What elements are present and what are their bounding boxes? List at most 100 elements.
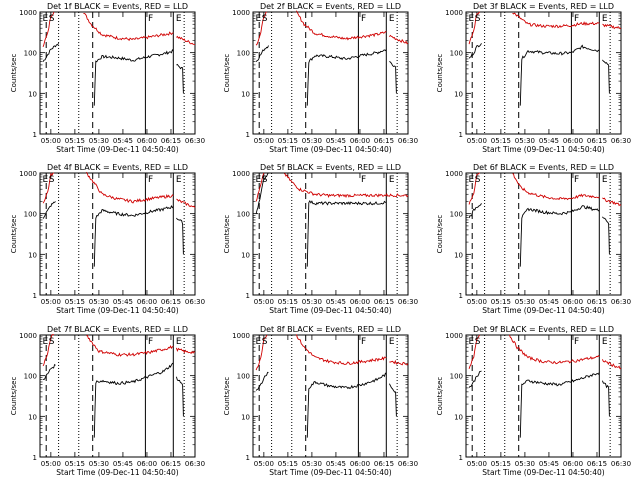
x-tick-label: 05:30	[89, 298, 109, 306]
marker-label-s: S	[262, 175, 268, 185]
y-axis-label: Counts/sec	[223, 377, 231, 416]
x-tick-label: 05:45	[113, 137, 133, 145]
series-events-line	[468, 43, 482, 59]
plot-frame	[252, 172, 409, 296]
marker-label-e: E	[176, 175, 182, 185]
y-tick-label: 1	[33, 292, 37, 300]
marker-label-e: E	[602, 337, 608, 347]
series-lld-line	[295, 334, 387, 365]
x-tick-label: 06:00	[563, 298, 583, 306]
series-events-line	[306, 199, 387, 267]
y-tick-label: 1	[459, 292, 463, 300]
x-tick-label: 06:30	[398, 298, 418, 306]
y-tick-label: 100	[237, 211, 250, 219]
x-tick-label: 06:30	[185, 460, 205, 468]
x-tick-label: 05:45	[113, 298, 133, 306]
series-lld-line	[284, 173, 409, 198]
y-tick-label: 1000	[19, 9, 37, 17]
marker-label-e: E	[469, 337, 475, 347]
series-lld-line	[296, 10, 387, 41]
series-events-line	[255, 371, 269, 391]
y-tick-label: 1000	[232, 9, 250, 17]
x-tick-label: 06:15	[374, 460, 394, 468]
panel-3: Det 3f BLACK = Events, RED = LLD 1 10 100 10…	[436, 2, 631, 154]
marker-label-f: F	[148, 14, 153, 24]
panel-title: Det 9f BLACK = Events, RED = LLD	[473, 325, 614, 334]
series-events-line	[602, 216, 610, 255]
x-tick-label: 06:30	[611, 137, 631, 145]
x-tick-label: 06:00	[137, 137, 157, 145]
series-events-line	[306, 372, 387, 438]
x-tick-label: 05:30	[89, 137, 109, 145]
x-axis-label: Start Time (09-Dec-11 04:50:40)	[269, 145, 391, 154]
x-axis-label: Start Time (09-Dec-11 04:50:40)	[482, 145, 604, 154]
x-tick-label: 06:30	[398, 460, 418, 468]
x-tick-label: 06:30	[185, 298, 205, 306]
series-lld-line	[468, 172, 481, 205]
y-tick-label: 1	[246, 131, 250, 139]
x-tick-label: 05:00	[254, 460, 274, 468]
marker-label-s: S	[49, 14, 55, 24]
series-events-line	[93, 48, 174, 106]
x-tick-label: 05:45	[326, 298, 346, 306]
marker-label-e: E	[469, 14, 475, 24]
series-lld-line	[389, 34, 409, 45]
y-tick-label: 1000	[232, 170, 250, 178]
panel-1: Det 1f BLACK = Events, RED = LLD 1 10 100 10…	[10, 2, 205, 154]
x-tick-label: 05:15	[491, 460, 511, 468]
x-axis-label: Start Time (09-Dec-11 04:50:40)	[269, 468, 391, 477]
y-tick-label: 1000	[19, 332, 37, 340]
x-tick-label: 05:00	[41, 298, 61, 306]
series-events-line	[468, 370, 482, 388]
x-tick-label: 06:00	[137, 298, 157, 306]
series-lld-line	[389, 359, 409, 366]
marker-label-s: S	[262, 14, 268, 24]
series-lld-line	[42, 172, 55, 204]
x-axis-label: Start Time (09-Dec-11 04:50:40)	[482, 306, 604, 315]
series-lld-line	[468, 334, 481, 369]
x-axis-label: Start Time (09-Dec-11 04:50:40)	[56, 306, 178, 315]
y-tick-label: 100	[24, 211, 37, 219]
y-tick-label: 10	[28, 251, 37, 259]
marker-label-f: F	[148, 175, 153, 185]
panel-title: Det 8f BLACK = Events, RED = LLD	[260, 325, 401, 334]
marker-label-e: E	[602, 14, 608, 24]
y-tick-label: 10	[241, 251, 250, 259]
marker-label-e: E	[43, 175, 49, 185]
marker-label-f: F	[574, 175, 579, 185]
x-tick-label: 05:15	[65, 460, 85, 468]
y-tick-label: 100	[24, 50, 37, 58]
series-events-line	[306, 49, 387, 106]
x-tick-label: 05:15	[491, 298, 511, 306]
marker-label-e: E	[389, 337, 395, 347]
y-tick-label: 10	[28, 413, 37, 421]
x-tick-label: 05:15	[491, 137, 511, 145]
x-tick-label: 06:00	[563, 460, 583, 468]
x-tick-label: 06:15	[587, 460, 607, 468]
y-tick-label: 1000	[19, 170, 37, 178]
y-tick-label: 100	[237, 50, 250, 58]
series-events-line	[93, 204, 174, 267]
y-tick-label: 1	[246, 454, 250, 462]
x-tick-label: 05:00	[41, 137, 61, 145]
marker-label-e: E	[43, 14, 49, 24]
marker-label-e: E	[389, 175, 395, 185]
y-tick-label: 1000	[232, 332, 250, 340]
series-events-line	[519, 44, 600, 106]
x-tick-label: 06:15	[587, 137, 607, 145]
series-events-line	[602, 59, 610, 94]
series-events-line	[42, 363, 56, 381]
y-tick-label: 10	[28, 90, 37, 98]
series-events-line	[255, 172, 269, 214]
y-tick-label: 1000	[445, 170, 463, 178]
panel-7: Det 7f BLACK = Events, RED = LLD 1 10 100 10…	[10, 325, 205, 477]
series-events-line	[42, 43, 59, 62]
y-tick-label: 1	[33, 131, 37, 139]
panel-title: Det 6f BLACK = Events, RED = LLD	[473, 163, 614, 172]
x-tick-label: 05:00	[467, 460, 487, 468]
panel-title: Det 7f BLACK = Events, RED = LLD	[47, 325, 188, 334]
marker-label-s: S	[475, 337, 481, 347]
series-lld-line	[255, 11, 268, 46]
marker-label-f: F	[574, 337, 579, 347]
plot-frame	[39, 172, 196, 296]
